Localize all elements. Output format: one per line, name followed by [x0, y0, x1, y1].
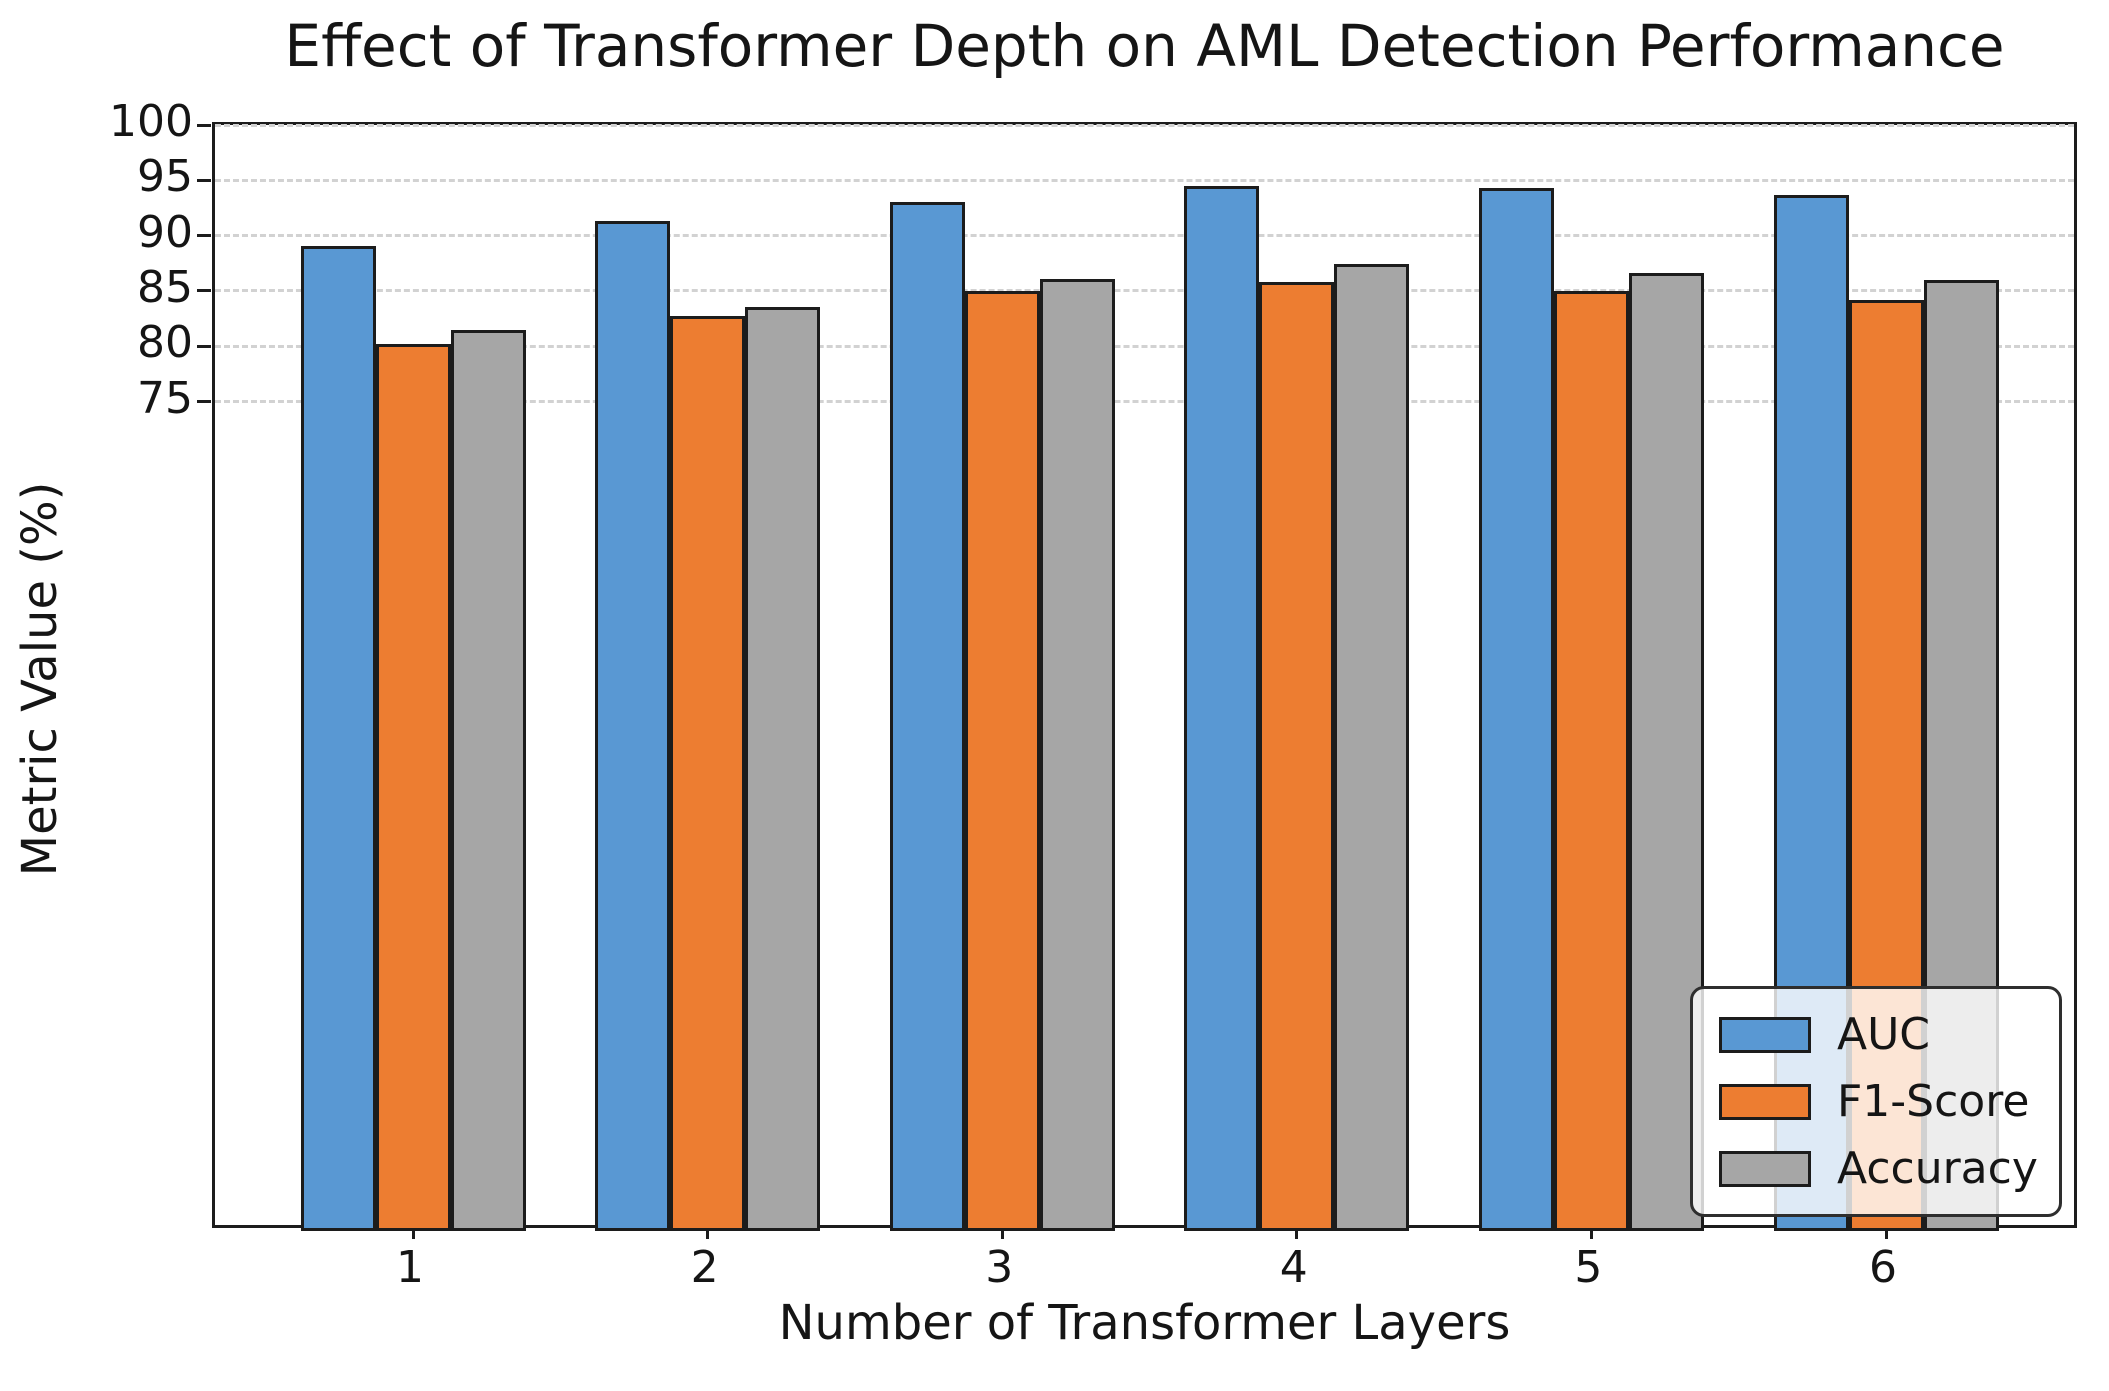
- gridline: [215, 344, 2074, 348]
- y-tick-label: 85: [137, 261, 193, 313]
- bar: [964, 290, 1040, 1231]
- x-tick: [1000, 1225, 1004, 1239]
- y-tick: [197, 344, 211, 348]
- bar: [1039, 278, 1115, 1231]
- x-tick-label: 4: [1279, 1242, 1308, 1293]
- legend: AUC F1-Score Accuracy: [1690, 986, 2062, 1217]
- x-tick: [706, 1225, 710, 1239]
- legend-label: F1-Score: [1837, 1076, 2030, 1127]
- legend-swatch-accuracy: [1719, 1150, 1811, 1187]
- bar: [1553, 290, 1629, 1231]
- bar: [1334, 264, 1410, 1231]
- x-tick: [1589, 1225, 1593, 1239]
- x-tick-label: 1: [396, 1242, 424, 1293]
- chart-title: Effect of Transformer Depth on AML Detec…: [284, 12, 2005, 80]
- bar: [375, 343, 451, 1231]
- legend-label: AUC: [1837, 1009, 1931, 1060]
- y-tick: [197, 234, 211, 238]
- gridline: [215, 178, 2074, 182]
- bar: [1478, 188, 1554, 1231]
- gridline: [215, 400, 2074, 403]
- legend-swatch-auc: [1719, 1016, 1811, 1053]
- y-tick-label: 75: [137, 372, 193, 424]
- gridline: [215, 123, 2074, 127]
- bar: [745, 307, 821, 1231]
- x-tick-label: 6: [1869, 1242, 1897, 1293]
- bar: [670, 316, 746, 1231]
- x-tick: [1884, 1225, 1888, 1239]
- y-tick: [197, 123, 211, 127]
- legend-swatch-f1-score: [1719, 1083, 1811, 1120]
- plot-area: AUC F1-Score Accuracy: [197, 122, 2077, 1239]
- y-tick-label: 90: [137, 206, 193, 258]
- y-tick-label: 100: [109, 96, 193, 147]
- bar: [300, 245, 376, 1231]
- legend-label: Accuracy: [1837, 1143, 2038, 1194]
- y-tick: [197, 400, 211, 403]
- y-tick-label: 95: [137, 151, 193, 203]
- gridline: [215, 289, 2074, 293]
- x-tick-label: 2: [690, 1242, 719, 1293]
- y-tick-label: 80: [137, 317, 193, 369]
- gridline: [215, 234, 2074, 238]
- legend-item: F1-Score: [1719, 1076, 2033, 1127]
- bar: [595, 221, 671, 1231]
- x-tick-label: 3: [985, 1242, 1014, 1293]
- legend-item: Accuracy: [1719, 1143, 2038, 1194]
- bar: [889, 202, 965, 1231]
- y-axis-label: Metric Value (%): [12, 481, 68, 877]
- x-tick: [411, 1225, 415, 1239]
- bar: [1259, 282, 1335, 1231]
- y-tick: [197, 178, 211, 182]
- x-tick-label: 5: [1574, 1242, 1603, 1293]
- x-tick: [1295, 1225, 1299, 1239]
- y-tick: [197, 289, 211, 293]
- bar: [450, 329, 526, 1231]
- x-axis-label: Number of Transformer Layers: [778, 1295, 1511, 1351]
- bar: [1184, 185, 1260, 1231]
- legend-item: AUC: [1719, 1009, 2033, 1060]
